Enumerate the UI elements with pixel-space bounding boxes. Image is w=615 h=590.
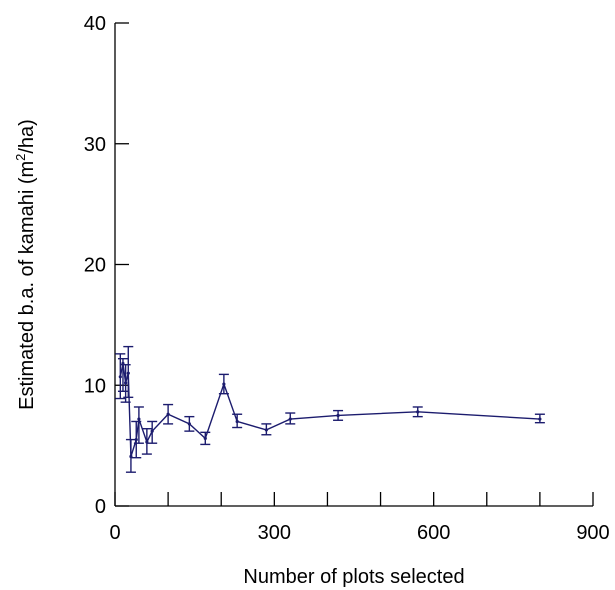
data-point: [288, 417, 292, 421]
data-point: [118, 375, 122, 379]
data-point: [222, 382, 226, 386]
y-tick-label: 40: [84, 13, 106, 35]
x-tick-label: 0: [109, 522, 120, 544]
data-point: [336, 413, 340, 418]
y-tick-label: 10: [84, 375, 106, 397]
data-point: [126, 371, 130, 375]
x-tick-label: 300: [258, 522, 291, 544]
data-point: [416, 410, 420, 414]
y-tick-label: 30: [84, 134, 106, 156]
data-point: [538, 417, 542, 421]
data-point: [264, 428, 268, 432]
data-point: [187, 422, 191, 426]
data-point: [150, 429, 154, 433]
series-line: [119, 363, 540, 457]
y-ticks: 0 10 20 30 40: [84, 13, 129, 518]
x-tick-label: 900: [576, 522, 609, 544]
y-axis-title: Estimated b.a. of kamahi (m2/ha): [13, 119, 38, 410]
data-point: [134, 437, 138, 442]
data-point: [137, 417, 141, 421]
y-axis-title-superscript: 2: [13, 154, 28, 161]
y-tick-label: 20: [84, 255, 106, 277]
x-axis-title: Number of plots selected: [243, 566, 464, 588]
data-point: [203, 436, 207, 440]
y-tick-label: 0: [95, 496, 106, 518]
x-tick-label: 600: [417, 522, 450, 544]
data-point: [235, 419, 239, 424]
series-layer: [115, 345, 545, 473]
data-point: [166, 412, 170, 416]
data-point: [124, 381, 128, 385]
x-ticks: 0 300 600 900: [109, 492, 610, 544]
y-axis-title-main: Estimated b.a. of kamahi (m: [16, 161, 38, 410]
y-axis-title-unit: /ha): [16, 119, 38, 153]
